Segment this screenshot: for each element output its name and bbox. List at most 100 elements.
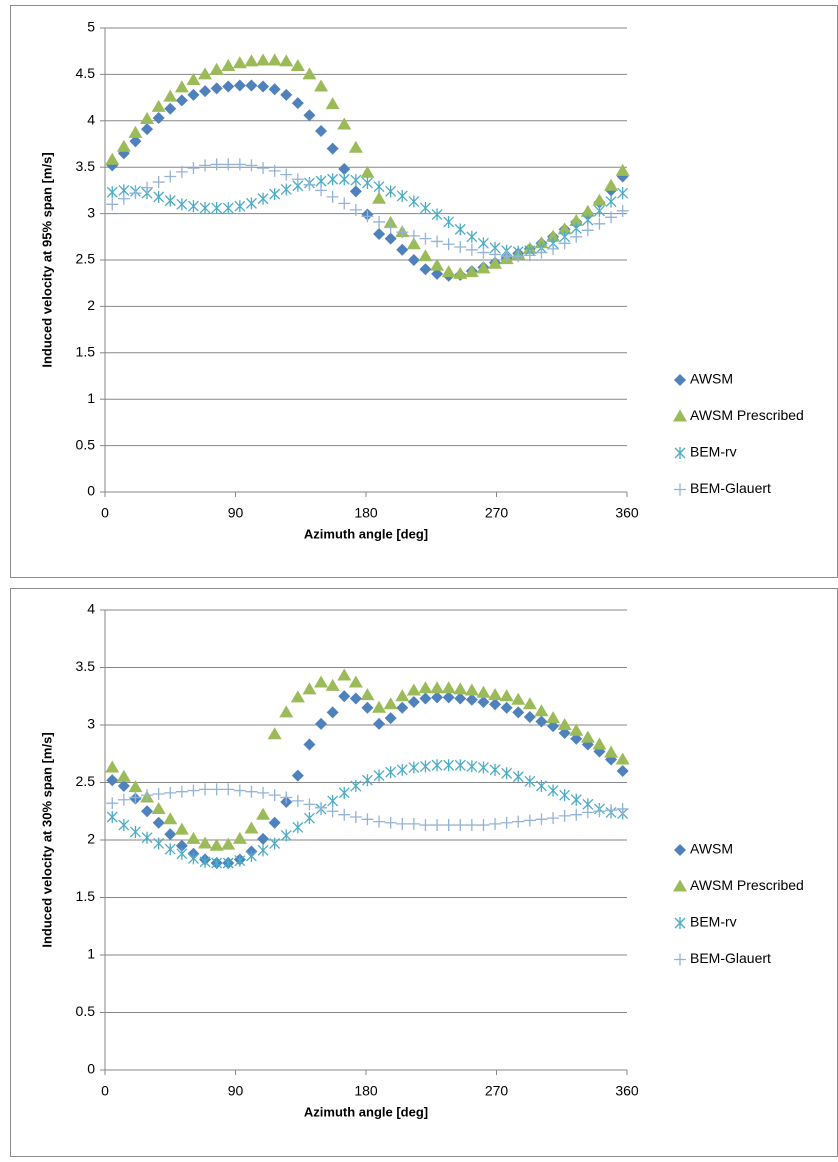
data-point [500,250,513,263]
data-point [535,779,547,792]
data-point [280,168,293,181]
data-point [407,817,420,830]
data-point [512,770,524,783]
y-tick-label: 2.5 [76,251,96,267]
data-point [129,825,141,838]
y-tick-label: 0 [87,483,95,499]
data-point [385,766,397,779]
data-point [419,692,432,705]
data-point [129,791,142,804]
data-point [234,854,246,867]
data-point [302,682,317,695]
data-point [221,59,236,72]
data-point [406,237,421,250]
data-point [349,185,362,198]
data-point [198,836,213,849]
x-axis-title: Azimuth angle [deg] [304,1104,428,1119]
data-point [407,229,420,242]
data-point [175,839,188,852]
data-point [476,261,491,274]
data-point [314,79,329,92]
data-point [558,809,571,822]
data-point [105,760,120,773]
data-point [558,727,571,740]
data-point [535,246,548,259]
data-point [280,791,293,804]
data-point [605,195,617,208]
data-point [164,786,177,799]
data-point [466,230,478,243]
data-point [338,808,351,821]
data-point [326,190,339,203]
data-point [269,188,281,201]
data-point [511,692,526,705]
data-point [116,139,131,152]
data-point [303,812,315,825]
data-point [176,198,188,211]
data-point [232,831,247,844]
data-point [141,123,154,136]
data-point [570,793,582,806]
data-point [232,56,247,69]
data-point [558,237,571,250]
data-point [408,195,420,208]
x-tick-label: 270 [485,505,509,521]
data-point [303,109,316,122]
y-tick-label: 3.5 [76,158,96,174]
data-point [419,202,431,215]
data-point [129,135,142,148]
data-point [570,808,583,821]
data-point [325,678,340,691]
data-point [291,97,304,110]
data-point [524,775,536,788]
data-point [501,767,513,780]
data-point [512,706,525,719]
data-point [152,788,165,800]
data-point [280,829,292,842]
data-point [257,192,269,205]
data-point [361,813,374,826]
data-point [175,94,188,107]
data-point [616,765,629,777]
data-point [570,230,583,243]
data-point [325,97,340,110]
y-tick-label: 2 [87,831,95,847]
x-tick-label: 90 [228,505,244,521]
data-point [582,214,594,227]
data-point [361,701,374,714]
data-point [408,761,420,774]
data-point [454,241,467,254]
data-point [512,815,525,828]
x-tick-label: 360 [615,505,639,521]
data-point [106,198,119,211]
x-tick-label: 180 [354,1083,378,1099]
data-point [489,698,502,711]
data-point [199,202,211,215]
data-point [326,805,339,818]
data-point [222,857,234,869]
data-point [222,783,235,796]
data-point [395,689,410,702]
legend-marker [673,879,687,892]
data-point [385,185,397,198]
legend-label: AWSM [690,371,733,387]
data-point [198,67,213,80]
data-point [163,89,178,102]
data-point [267,53,282,66]
data-point [419,263,432,276]
data-point [593,217,606,230]
data-point [523,710,536,723]
data-point [187,852,199,865]
data-point [406,683,421,696]
data-point [292,821,304,834]
data-point [153,837,165,850]
data-point [199,85,212,98]
data-point [222,158,235,171]
data-point [477,696,490,708]
data-point [419,760,431,773]
data-point [337,117,352,130]
data-point [118,819,130,832]
data-point [245,785,258,798]
data-point [559,789,571,802]
data-point [384,712,397,725]
